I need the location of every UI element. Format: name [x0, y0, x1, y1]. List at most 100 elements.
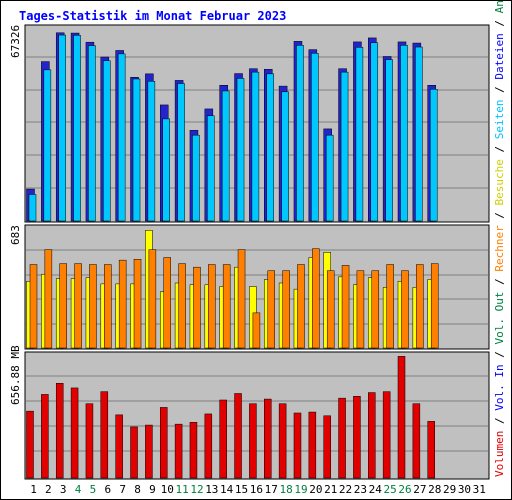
x-tick-label: 15	[235, 483, 248, 496]
legend-separator: /	[493, 80, 506, 100]
x-tick-label: 29	[443, 483, 456, 496]
bar-dateien	[221, 90, 230, 222]
bar-dateien	[58, 34, 66, 222]
legend-separator: /	[493, 272, 506, 292]
x-tick-label: 30	[458, 483, 471, 496]
x-tick-label: 2	[45, 483, 52, 496]
x-tick-label: 18	[279, 483, 292, 496]
bar-volumen	[338, 397, 346, 479]
x-tick-label: 10	[161, 483, 174, 496]
bar-rechner	[44, 249, 53, 349]
bar-rechner	[252, 312, 261, 349]
legend-separator: /	[493, 205, 506, 225]
bar-rechner	[178, 263, 186, 349]
bar-dateien	[355, 47, 364, 222]
bar-volumen	[264, 398, 272, 479]
bar-dateien	[43, 69, 52, 222]
x-tick-label: 21	[324, 483, 337, 496]
bar-volumen	[382, 391, 391, 479]
bar-dateien	[103, 60, 111, 222]
bar-rechner	[386, 264, 394, 349]
bar-volumen	[189, 422, 198, 479]
bar-dateien	[415, 46, 423, 222]
bar-volumen	[70, 387, 79, 479]
bar-dateien	[147, 81, 156, 222]
bar-volumen	[278, 403, 287, 479]
visits-ymax-label: 683	[9, 225, 22, 245]
bar-dateien	[117, 53, 126, 222]
bar-volumen	[55, 383, 64, 479]
volume-bars	[26, 356, 435, 479]
x-tick-label: 27	[413, 483, 426, 496]
bar-rechner	[341, 265, 350, 349]
bar-rechner	[401, 270, 409, 349]
bar-rechner	[193, 266, 201, 349]
legend-item: Vol. Out	[493, 292, 506, 345]
bar-rechner	[237, 249, 246, 349]
x-tick-label: 4	[75, 483, 82, 496]
bar-rechner	[133, 259, 142, 349]
bar-dateien	[400, 45, 408, 222]
bar-volumen	[115, 414, 123, 479]
legend-separator: /	[493, 345, 506, 365]
x-tick-label: 26	[398, 483, 411, 496]
bar-volumen	[293, 412, 302, 479]
x-tick-label: 8	[134, 483, 141, 496]
bar-volumen	[159, 407, 168, 479]
bar-volumen	[368, 392, 376, 479]
x-tick-label: 25	[384, 483, 397, 496]
bar-rechner	[267, 270, 276, 349]
bar-dateien	[429, 88, 438, 222]
requests-bars	[26, 32, 438, 222]
x-tick-label: 31	[473, 483, 486, 496]
bar-dateien	[207, 115, 215, 222]
bar-volumen	[174, 423, 183, 479]
x-tick-label: 23	[354, 483, 367, 496]
bar-volumen	[85, 403, 94, 479]
bar-volumen	[204, 413, 213, 479]
bar-dateien	[73, 35, 81, 222]
x-tick-label: 9	[149, 483, 156, 496]
requests-ymax-label: 67326	[9, 25, 22, 58]
bar-volumen	[427, 421, 435, 479]
legend-separator: /	[493, 411, 506, 431]
chart-title: Tages-Statistik im Monat Februar 2023	[19, 9, 286, 23]
legend-item: Dateien	[493, 33, 506, 79]
bar-rechner	[416, 264, 424, 349]
x-tick-label: 19	[294, 483, 307, 496]
bar-dateien	[192, 134, 200, 222]
visits-panel: 683	[9, 224, 490, 350]
x-tick-label: 5	[90, 483, 97, 496]
bar-dateien	[132, 78, 141, 222]
x-tick-label: 28	[428, 483, 441, 496]
series-legend: Volumen / Vol. In / Vol. Out / Rechner /…	[493, 0, 506, 477]
bar-dateien	[251, 71, 260, 222]
legend-item: Seiten	[493, 99, 506, 139]
bar-dateien	[340, 71, 349, 222]
x-tick-label: 13	[205, 483, 218, 496]
x-tick-label: 7	[119, 483, 126, 496]
bar-dateien	[296, 45, 304, 222]
x-tick-label: 6	[104, 483, 111, 496]
bar-rechner	[282, 270, 290, 349]
bar-volumen	[219, 399, 227, 479]
bar-rechner	[312, 248, 320, 349]
bar-rechner	[163, 257, 171, 349]
bar-volumen	[249, 403, 257, 479]
bar-dateien	[266, 73, 275, 222]
bar-dateien	[28, 194, 37, 222]
legend-separator: /	[493, 13, 506, 33]
legend-item: Vol. In	[493, 364, 506, 410]
visits-bars	[26, 230, 439, 349]
volume-ymax-label: 656.88 MB	[9, 345, 22, 405]
bar-volumen	[397, 356, 406, 479]
legend-item: Besuche	[493, 159, 506, 205]
bar-rechner	[59, 263, 67, 349]
bar-dateien	[370, 42, 379, 222]
bar-rechner	[89, 264, 97, 349]
x-tick-label: 22	[339, 483, 352, 496]
bar-rechner	[297, 264, 305, 349]
bar-volumen	[100, 391, 109, 479]
bar-volumen	[323, 415, 331, 479]
